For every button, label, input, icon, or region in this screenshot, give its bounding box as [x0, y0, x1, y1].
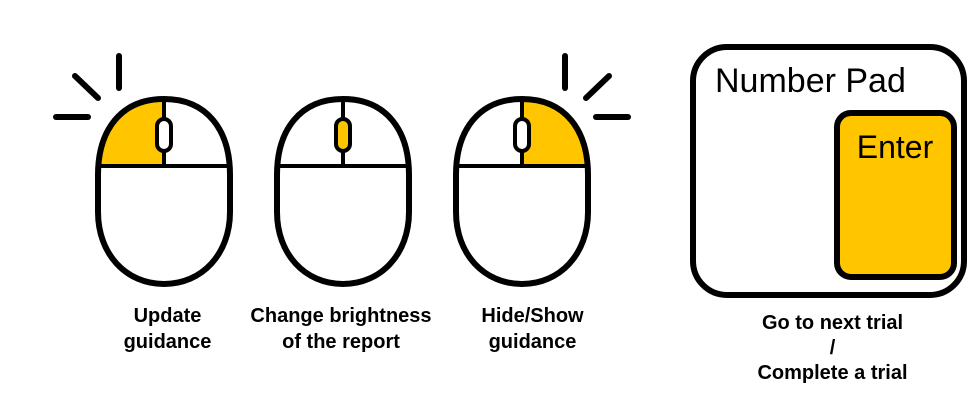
scroll-wheel	[155, 117, 173, 153]
caption-line: /	[829, 337, 836, 359]
click-burst-left-icon	[53, 53, 122, 120]
caption-line: Hide/Show	[481, 305, 584, 327]
caption-update-guidance: Update guidance	[100, 303, 235, 355]
caption-hide-show-guidance: Hide/Show guidance	[455, 303, 610, 355]
mouse-body	[95, 95, 233, 288]
caption-line: guidance	[123, 331, 212, 353]
caption-change-brightness: Change brightness of the report	[232, 303, 450, 355]
caption-line: Go to next trial	[761, 312, 904, 334]
enter-key	[834, 110, 957, 280]
mouse-right-click-icon	[453, 53, 631, 288]
caption-line: of the report	[282, 331, 400, 353]
caption-line: guidance	[488, 331, 577, 353]
click-burst-right-icon	[562, 53, 631, 120]
number-pad-title: Number Pad	[715, 62, 906, 100]
number-pad-icon: Number Pad Enter	[690, 44, 967, 298]
left-button-highlight	[100, 99, 164, 166]
right-button-highlight	[522, 99, 586, 166]
mouse-body	[453, 95, 591, 288]
mouse-scroll-wheel-icon	[274, 95, 412, 288]
caption-line: Change brightness	[250, 305, 432, 327]
scroll-wheel-highlight	[334, 117, 352, 153]
scroll-wheel	[513, 117, 531, 153]
caption-line: Complete a trial	[757, 362, 908, 384]
enter-key-label: Enter	[857, 129, 934, 165]
caption-line: Update	[133, 305, 202, 327]
mouse-body	[274, 95, 412, 288]
mouse-left-click-icon	[53, 53, 233, 288]
caption-next-trial: Go to next trial / Complete a trial	[720, 311, 945, 386]
